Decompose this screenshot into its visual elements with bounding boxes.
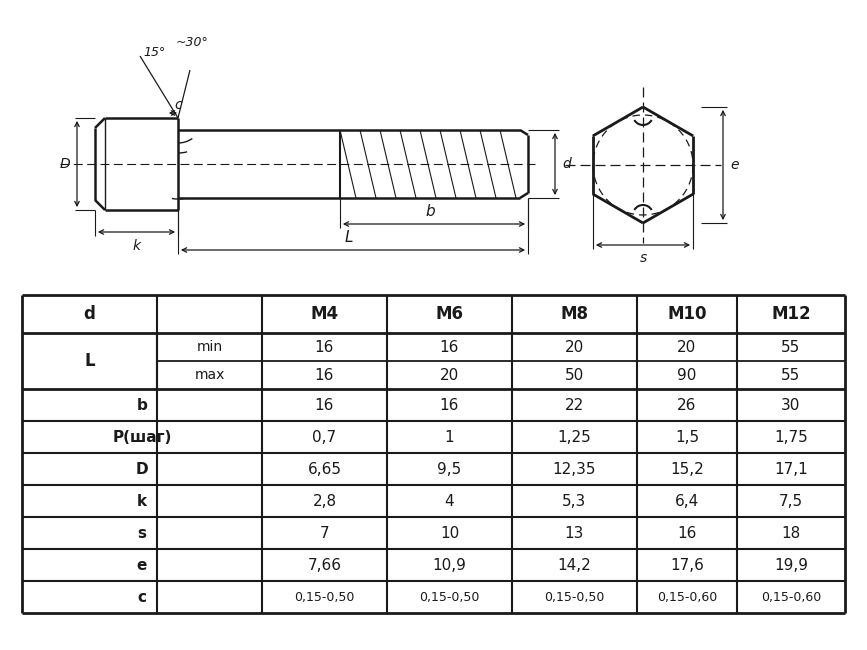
Text: 5,3: 5,3 [563, 493, 587, 508]
Text: 20: 20 [440, 367, 460, 382]
Text: 20: 20 [565, 339, 584, 354]
Text: 55: 55 [781, 367, 800, 382]
Text: 15,2: 15,2 [670, 462, 704, 476]
Text: 30: 30 [781, 398, 801, 413]
Text: 20: 20 [677, 339, 696, 354]
Text: 12,35: 12,35 [553, 462, 596, 476]
Text: b: b [425, 205, 435, 220]
Text: 16: 16 [440, 339, 460, 354]
Text: 15°: 15° [144, 46, 166, 58]
Text: M4: M4 [310, 305, 338, 323]
Text: b: b [137, 398, 147, 413]
Text: 2,8: 2,8 [312, 493, 336, 508]
Text: 22: 22 [565, 398, 584, 413]
Text: 1,75: 1,75 [774, 430, 808, 445]
Text: s: s [138, 525, 147, 541]
Text: M8: M8 [560, 305, 589, 323]
Text: 0,15-0,60: 0,15-0,60 [761, 590, 821, 603]
Text: d: d [83, 305, 95, 323]
Text: 19,9: 19,9 [774, 558, 808, 573]
Text: 10: 10 [440, 525, 460, 541]
Text: 17,6: 17,6 [670, 558, 704, 573]
Text: 50: 50 [565, 367, 584, 382]
Text: D: D [136, 462, 148, 476]
Text: 0,15-0,50: 0,15-0,50 [420, 590, 479, 603]
Text: e: e [137, 558, 147, 573]
Text: 16: 16 [315, 339, 334, 354]
Text: 0,7: 0,7 [312, 430, 336, 445]
Text: max: max [194, 368, 225, 382]
Text: 16: 16 [315, 367, 334, 382]
Text: ~30°: ~30° [176, 36, 208, 49]
Text: P(шаг): P(шаг) [113, 430, 172, 445]
Text: L: L [345, 231, 353, 246]
Text: 13: 13 [564, 525, 584, 541]
Text: 6,65: 6,65 [308, 462, 342, 476]
Text: 1: 1 [445, 430, 454, 445]
Text: 7: 7 [320, 525, 329, 541]
Text: 0,15-0,50: 0,15-0,50 [294, 590, 355, 603]
Text: 4: 4 [445, 493, 454, 508]
Text: 9,5: 9,5 [437, 462, 461, 476]
Text: 55: 55 [781, 339, 800, 354]
Text: c: c [174, 98, 182, 112]
Text: 90: 90 [677, 367, 697, 382]
Text: 6,4: 6,4 [675, 493, 699, 508]
Text: 7,66: 7,66 [308, 558, 342, 573]
Text: M6: M6 [435, 305, 464, 323]
Text: 10,9: 10,9 [433, 558, 466, 573]
Text: 16: 16 [677, 525, 697, 541]
Text: k: k [133, 239, 140, 253]
Text: k: k [137, 493, 147, 508]
Text: s: s [639, 251, 647, 265]
Text: M10: M10 [668, 305, 707, 323]
Text: 0,15-0,60: 0,15-0,60 [657, 590, 717, 603]
Text: min: min [197, 340, 223, 354]
Text: 16: 16 [315, 398, 334, 413]
Text: 1,25: 1,25 [557, 430, 591, 445]
Text: c: c [138, 590, 147, 605]
Text: 7,5: 7,5 [779, 493, 803, 508]
Text: 0,15-0,50: 0,15-0,50 [544, 590, 604, 603]
Text: e: e [731, 158, 740, 172]
Text: 1,5: 1,5 [675, 430, 699, 445]
Text: 17,1: 17,1 [774, 462, 808, 476]
Text: 18: 18 [781, 525, 800, 541]
Text: D: D [60, 157, 70, 171]
Text: d: d [563, 157, 571, 171]
Text: L: L [84, 352, 95, 370]
Text: 14,2: 14,2 [557, 558, 591, 573]
Text: 26: 26 [677, 398, 697, 413]
Text: 16: 16 [440, 398, 460, 413]
Text: M12: M12 [771, 305, 811, 323]
